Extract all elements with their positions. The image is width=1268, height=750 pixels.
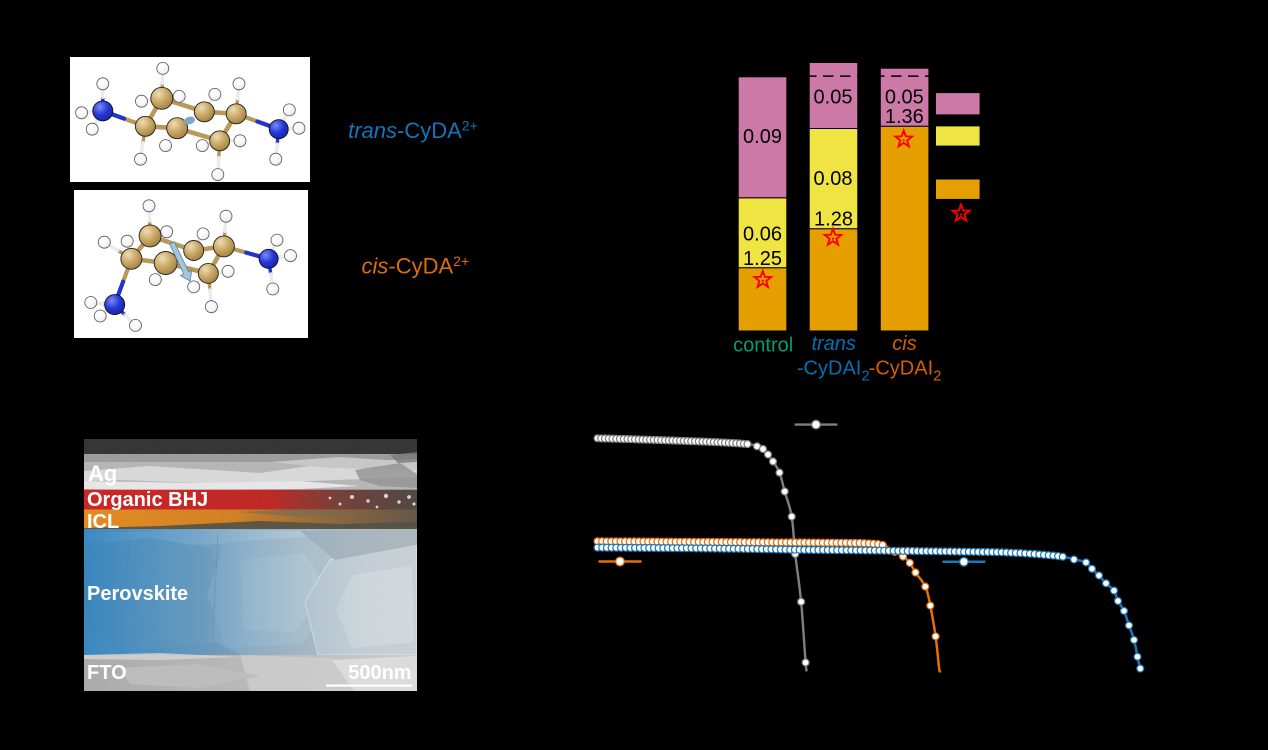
svg-text:cis: cis [892,333,916,355]
svg-text:Organic BHJ: Organic BHJ [87,489,208,511]
svg-text:1.25: 1.25 [743,248,782,270]
svg-text:1.28: 1.28 [814,209,853,231]
svg-text:1.36: 1.36 [885,106,924,128]
svg-text:0.09: 0.09 [743,126,782,148]
svg-text:control: control [733,335,793,357]
svg-text:Ag: Ag [88,461,117,486]
svg-text:ICL: ICL [87,511,119,533]
svg-text:cis-CyDA2+: cis-CyDA2+ [362,253,470,279]
svg-text:0.05: 0.05 [885,86,924,108]
svg-text:0.06: 0.06 [743,223,782,245]
svg-text:trans: trans [811,333,855,355]
svg-text:0.05: 0.05 [814,86,853,108]
svg-text:trans-CyDA2+: trans-CyDA2+ [348,118,478,144]
svg-text:Perovskite: Perovskite [87,583,188,605]
svg-text:500nm: 500nm [348,662,411,684]
svg-text:FTO: FTO [87,662,127,684]
svg-text:0.08: 0.08 [814,168,853,190]
